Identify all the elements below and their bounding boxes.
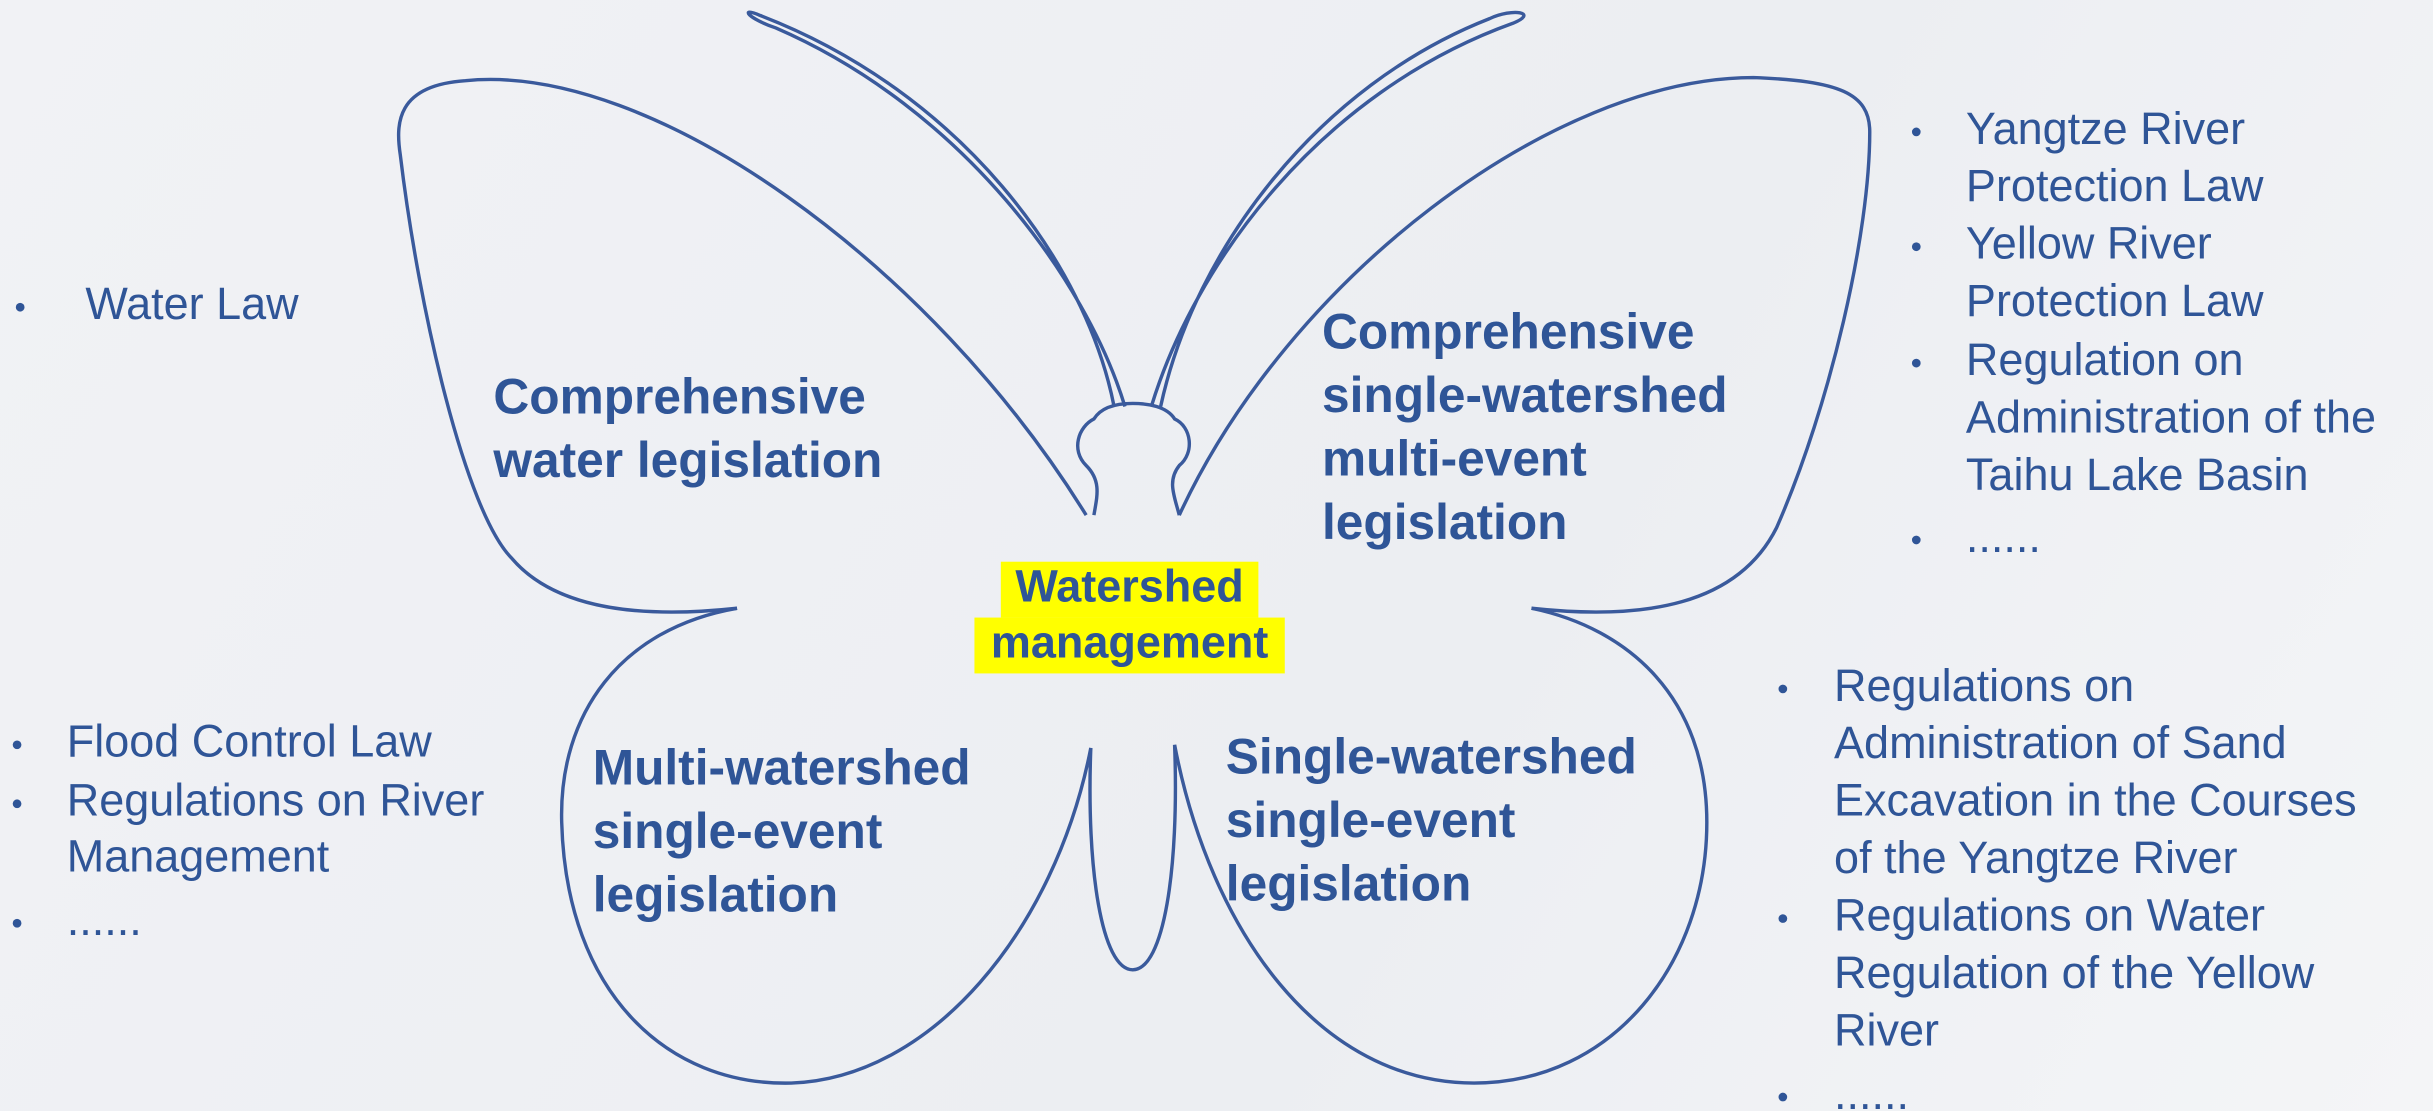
bullet — [1779, 914, 1788, 923]
quadrant-label: Comprehensive — [493, 368, 865, 424]
list-item: Regulation on — [1966, 334, 2244, 385]
bullet — [13, 799, 22, 808]
list-item: of the Yangtze River — [1834, 832, 2237, 883]
quadrant-label: multi-event — [1322, 431, 1587, 487]
list-item: Excavation in the Courses — [1834, 775, 2357, 826]
quadrant-label: water legislation — [492, 432, 882, 488]
list-item: Administration of Sand — [1834, 717, 2287, 768]
list-item: Protection Law — [1966, 160, 2264, 211]
quadrant-label: legislation — [1226, 856, 1472, 912]
list-item: Flood Control Law — [67, 716, 433, 767]
bullet — [1912, 128, 1921, 137]
list-item: Yellow River — [1966, 218, 2212, 269]
center-label: Watershed — [1015, 561, 1243, 612]
list-item: ...... — [1966, 511, 2041, 562]
list-item: Regulations on Water — [1834, 889, 2265, 940]
diagram: Watershedmanagement Comprehensive water le… — [0, 0, 2433, 1111]
quadrant-label: Multi-watershed — [593, 739, 971, 795]
list-item: Protection Law — [1966, 275, 2264, 326]
list-item: ...... — [67, 894, 142, 945]
quadrant-label: Single-watershed — [1226, 728, 1637, 784]
quadrant-label: single-event — [593, 803, 883, 859]
bullet — [1779, 1093, 1788, 1102]
list-item: Regulation of the Yellow — [1834, 947, 2315, 998]
bullet — [1912, 536, 1921, 545]
list-item: Taihu Lake Basin — [1966, 449, 2309, 500]
list-item: River — [1834, 1004, 1939, 1055]
list-item: Regulations on — [1834, 660, 2134, 711]
quadrant-label: single-watershed — [1322, 367, 1728, 423]
center-label: management — [991, 616, 1269, 667]
quadrant-label: Comprehensive — [1322, 303, 1694, 359]
page: Watershedmanagement Comprehensive water le… — [0, 0, 2433, 1111]
list-item: Water Law — [85, 278, 299, 329]
bullet — [1779, 685, 1788, 694]
quadrant-label: single-event — [1226, 792, 1516, 848]
bullet — [13, 919, 22, 928]
bullet — [1912, 242, 1921, 251]
quadrant-label: legislation — [1322, 494, 1568, 550]
list-item: ...... — [1834, 1068, 1909, 1111]
bullet — [16, 303, 25, 312]
bullet — [1912, 359, 1921, 368]
list-item: Administration of the — [1966, 391, 2376, 442]
list-item: Management — [67, 831, 330, 882]
list-item: Regulations on River — [67, 775, 485, 826]
quadrant-label: legislation — [593, 867, 838, 923]
bullet — [13, 740, 22, 749]
list-item: Yangtze River — [1966, 103, 2245, 154]
